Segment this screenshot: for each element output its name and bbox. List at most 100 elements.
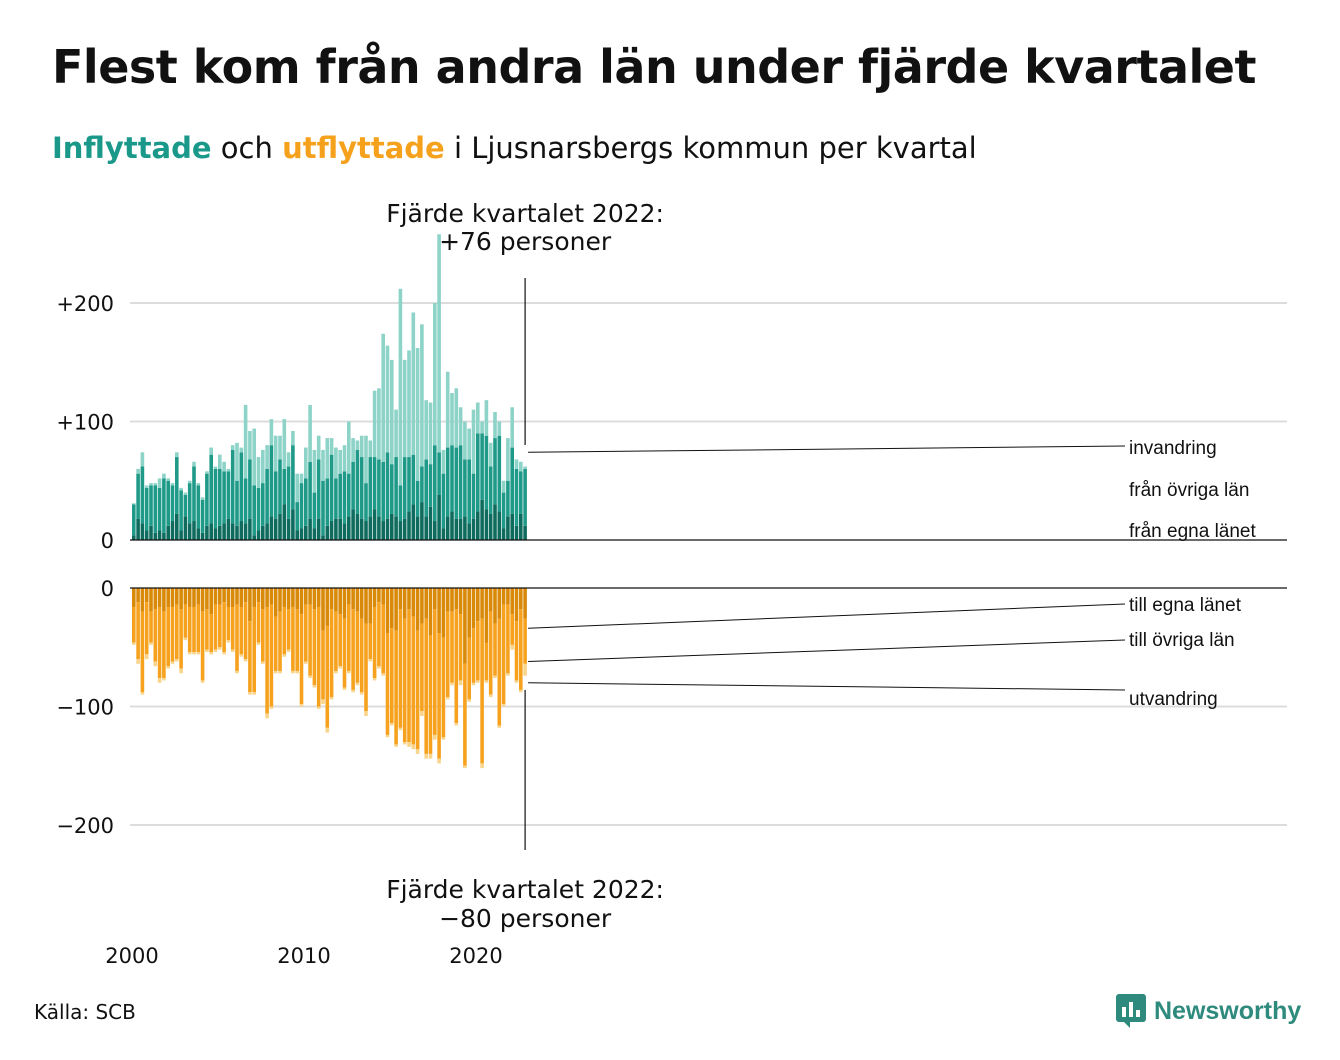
bar-in-own-county: [265, 523, 269, 540]
bar-in-immigration: [149, 483, 153, 486]
bar-out-emigration: [506, 673, 510, 676]
bar-out-other-counties: [209, 614, 213, 652]
bar-out-emigration: [286, 649, 291, 652]
bar-in-immigration: [132, 503, 136, 505]
bar-in-immigration: [506, 438, 510, 481]
bar-in-other-counties: [153, 485, 158, 533]
bar-out-other-counties: [415, 630, 420, 750]
bar-out-own-county: [342, 588, 347, 619]
bar-in-other-counties: [295, 502, 299, 531]
bar-out-own-county: [226, 588, 231, 607]
bar-in-immigration: [372, 390, 377, 458]
bar-out-own-county: [484, 588, 489, 643]
bar-out-emigration: [308, 675, 312, 679]
bar-out-other-counties: [295, 609, 299, 671]
bar-in-own-county: [415, 516, 420, 540]
bar-in-own-county: [458, 518, 463, 540]
bar-in-immigration: [355, 440, 360, 450]
bar-in-other-counties: [205, 473, 209, 526]
bar-out-emigration: [325, 727, 330, 733]
annotation-bottom-value: −80 personer: [439, 904, 612, 933]
bar-out-other-counties: [480, 618, 484, 764]
bar-in-immigration: [295, 473, 299, 503]
bar-in-own-county: [183, 516, 188, 540]
bar-in-other-counties: [471, 473, 476, 519]
bar-in-own-county: [390, 513, 394, 540]
bar-out-other-counties: [153, 609, 158, 662]
bar-in-other-counties: [226, 471, 231, 519]
bar-out-emigration: [351, 689, 355, 693]
bar-out-emigration: [149, 642, 153, 645]
bar-in-other-counties: [308, 461, 312, 519]
bar-in-other-counties: [166, 480, 170, 526]
bar-out-other-counties: [282, 606, 287, 655]
bar-in-immigration: [433, 303, 437, 446]
bar-out-other-counties: [265, 606, 269, 714]
bar-out-emigration: [497, 725, 502, 728]
bar-in-own-county: [445, 516, 450, 540]
lower-tick-label: −100: [56, 696, 114, 720]
bar-out-other-counties: [458, 614, 463, 681]
bar-in-other-counties: [196, 485, 201, 529]
bar-in-own-county: [355, 513, 360, 540]
bar-in-immigration: [304, 447, 308, 479]
bar-out-other-counties: [450, 611, 454, 683]
bar-in-immigration: [325, 438, 330, 479]
bar-out-other-counties: [291, 606, 295, 671]
bar-in-immigration: [351, 438, 355, 462]
bar-in-own-county: [175, 513, 179, 540]
bar-out-other-counties: [252, 606, 256, 693]
bar-out-emigration: [476, 680, 480, 683]
bar-in-immigration: [235, 442, 239, 481]
bar-in-other-counties: [493, 438, 497, 505]
bar-in-other-counties: [359, 457, 364, 519]
bar-in-own-county: [291, 509, 295, 540]
bar-in-own-county: [433, 521, 437, 540]
bar-out-emigration: [501, 704, 506, 707]
bar-in-own-county: [140, 523, 145, 540]
bar-in-other-counties: [291, 445, 295, 510]
bar-out-other-counties: [476, 621, 480, 681]
bar-out-emigration: [385, 734, 390, 738]
bar-in-own-county: [248, 518, 252, 540]
bar-in-immigration: [170, 483, 175, 486]
bar-in-immigration: [166, 478, 170, 481]
bar-in-other-counties: [433, 445, 437, 522]
bar-in-other-counties: [523, 468, 527, 526]
bar-out-own-county: [205, 588, 209, 610]
bar-out-other-counties: [183, 604, 188, 638]
bar-in-other-counties: [454, 447, 459, 519]
bar-out-emigration: [265, 713, 269, 719]
bar-out-other-counties: [364, 623, 368, 712]
bar-in-other-counties: [488, 466, 493, 514]
bar-in-immigration: [282, 419, 287, 469]
bar-out-emigration: [222, 651, 226, 655]
bar-out-own-county: [299, 588, 304, 615]
bar-out-own-county: [372, 588, 377, 607]
bar-in-other-counties: [385, 452, 390, 519]
bar-out-emigration: [179, 668, 183, 674]
bar-out-emigration: [226, 640, 231, 643]
bar-out-own-county: [243, 588, 248, 603]
bar-in-other-counties: [407, 457, 411, 512]
bar-in-other-counties: [342, 471, 347, 524]
bar-out-emigration: [441, 737, 446, 740]
bar-in-immigration: [248, 430, 252, 460]
bar-out-emigration: [192, 651, 196, 655]
bar-out-other-counties: [484, 642, 489, 681]
bar-in-immigration: [480, 421, 484, 434]
bar-in-immigration: [308, 404, 312, 462]
lower-tick-label: −200: [56, 814, 114, 838]
bar-out-own-county: [162, 588, 166, 612]
bar-in-immigration: [239, 447, 244, 453]
bar-in-other-counties: [377, 459, 381, 517]
bar-in-other-counties: [325, 478, 330, 526]
bar-in-immigration: [316, 435, 321, 460]
bar-in-own-county: [187, 523, 192, 540]
newsworthy-logo-icon: [1116, 994, 1146, 1028]
bar-out-emigration: [196, 651, 201, 655]
bar-in-immigration: [230, 445, 235, 450]
bar-out-emigration: [390, 723, 394, 726]
bar-out-own-county: [364, 588, 368, 624]
bar-in-other-counties: [170, 485, 175, 522]
